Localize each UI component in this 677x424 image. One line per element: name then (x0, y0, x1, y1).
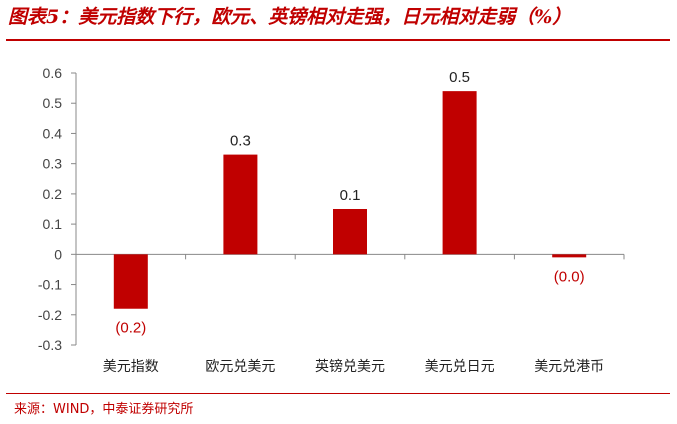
x-category-label: 美元兑日元 (425, 359, 495, 375)
y-tick-label: 0.4 (43, 125, 63, 141)
data-label: (0.0) (554, 268, 585, 285)
chart-title: 图表5：美元指数下行，欧元、英镑相对走强，日元相对走弱（%） (8, 6, 572, 28)
y-tick-label: 0.3 (43, 156, 63, 172)
y-tick-label: 0.2 (43, 186, 63, 202)
bar-3 (333, 209, 367, 255)
x-category-label: 欧元兑美元 (205, 359, 275, 375)
data-label: (0.2) (115, 320, 146, 337)
y-tick-label: 0.5 (43, 95, 63, 111)
x-category-label: 英镑兑美元 (315, 358, 385, 375)
y-tick-label: 0.6 (43, 65, 63, 81)
y-tick-label: -0.1 (38, 277, 62, 293)
bar-4 (442, 91, 477, 255)
bar-1 (113, 254, 148, 309)
title-rule (6, 39, 670, 41)
data-label: 0.1 (340, 187, 361, 204)
data-label: 0.3 (230, 133, 251, 150)
x-category-label: 美元兑港币 (534, 359, 604, 375)
y-tick-label: 0 (54, 246, 62, 262)
footer-rule (6, 393, 670, 394)
data-label: 0.5 (449, 69, 470, 86)
y-tick-label: 0.1 (43, 216, 63, 232)
bar-chart: 0.6 0.5 0.4 0.3 0.2 0.1 0 -0.1 -0.2 -0.3 (0.2) 美元指数… (38, 65, 625, 375)
x-category-label: 美元指数 (103, 359, 159, 375)
bar-5 (552, 254, 587, 258)
source-note: 来源：WIND，中泰证券研究所 (14, 402, 194, 417)
y-tick-label: -0.3 (38, 337, 62, 353)
bar-2 (223, 154, 258, 255)
y-tick-label: -0.2 (38, 307, 62, 323)
